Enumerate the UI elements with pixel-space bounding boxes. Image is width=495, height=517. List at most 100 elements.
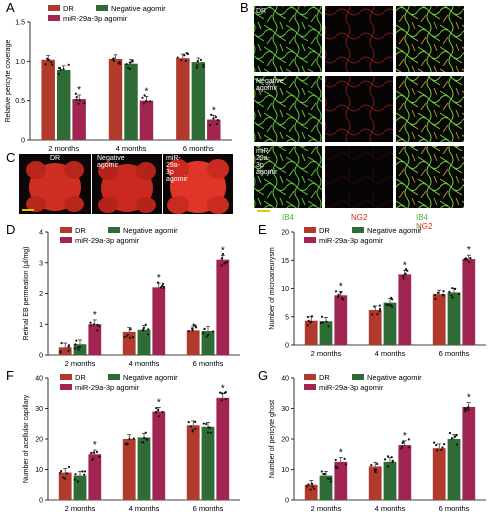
panel-c-label-dr: DR [50,155,61,162]
data-point [218,391,222,394]
data-point [59,68,62,72]
bar [368,466,382,500]
data-point [443,443,446,446]
legend-swatch [48,15,60,21]
data-point [77,348,80,351]
bar [139,100,154,140]
legend-swatch [304,374,316,380]
legend-label: miR-29a-3p agomir [63,14,128,23]
panel-letter-f: F [6,368,14,383]
data-point [216,118,219,122]
bar [73,475,87,500]
data-point [432,441,436,444]
bar [383,302,397,345]
bar [152,287,166,355]
data-point [448,290,451,294]
data-point [378,310,381,313]
data-point [98,455,101,458]
data-point [67,465,71,469]
data-point [154,411,158,414]
data-point [207,333,210,336]
significance-star: * [157,273,161,284]
data-point [189,425,193,428]
legend-swatch [304,384,316,390]
data-point [161,410,164,414]
data-point [190,327,194,330]
category-label: 6 months [193,504,224,513]
bar [201,331,215,355]
significance-star: * [93,310,97,321]
bar [56,69,71,140]
bar [186,425,200,500]
data-point [89,321,92,324]
data-point [220,264,223,267]
category-label: 6 months [439,504,470,513]
bar [334,461,348,500]
legend-swatch [108,374,120,380]
data-point [67,349,70,352]
legend-label: DR [63,4,74,13]
data-point [126,66,130,70]
data-point [223,391,226,394]
data-point [307,319,310,322]
data-point [391,305,394,308]
data-point [378,304,381,307]
data-point [111,58,114,61]
data-point [144,100,147,103]
data-point [156,281,160,284]
chart-f: 0 10 20 30 40 Number of acellular capillary * 2… [23,373,240,513]
significance-star: * [212,105,216,116]
data-point [221,252,225,256]
data-point [75,339,78,342]
data-point [436,291,440,295]
data-point [161,282,165,285]
data-point [220,257,223,260]
data-point [220,399,223,402]
data-point [334,466,338,469]
data-point [389,304,392,307]
data-point [191,329,194,332]
data-point [184,59,187,62]
bar [398,445,412,500]
bar [462,406,476,500]
significance-star: * [77,85,81,96]
y-tick-label: 1.5 [15,20,25,27]
data-point [450,437,454,440]
y-tick-label: 40 [281,376,289,383]
significance-star: * [403,431,407,442]
data-point [310,320,313,323]
data-point [454,287,457,291]
y-tick-label: 0.5 [15,98,25,105]
data-point [76,346,80,349]
significance-star: * [339,448,343,459]
legend-swatch [96,5,108,11]
bar [186,330,200,355]
legend-label: Negative agomir [367,226,422,235]
legend-swatch [48,5,60,11]
data-point [77,102,80,105]
data-point [225,260,229,264]
data-point [387,465,390,468]
data-point [180,59,183,62]
data-point [74,473,77,476]
y-tick-label: 15 [281,258,289,265]
significance-star: * [339,281,343,292]
data-point [214,116,218,119]
category-label: 4 months [129,504,160,513]
data-point [142,441,145,444]
data-point [129,336,132,339]
bar [334,295,348,345]
category-label: 6 months [183,144,214,153]
data-point [202,63,205,66]
category-label: 2 months [65,504,96,513]
legend-swatch [60,384,72,390]
data-point [131,60,134,63]
data-point [81,470,84,473]
data-point [212,117,215,120]
y-tick-label: 10 [281,467,289,474]
data-point [311,485,314,488]
data-point [65,472,69,475]
data-point [50,61,53,64]
data-point [92,451,95,454]
data-point [402,440,405,443]
